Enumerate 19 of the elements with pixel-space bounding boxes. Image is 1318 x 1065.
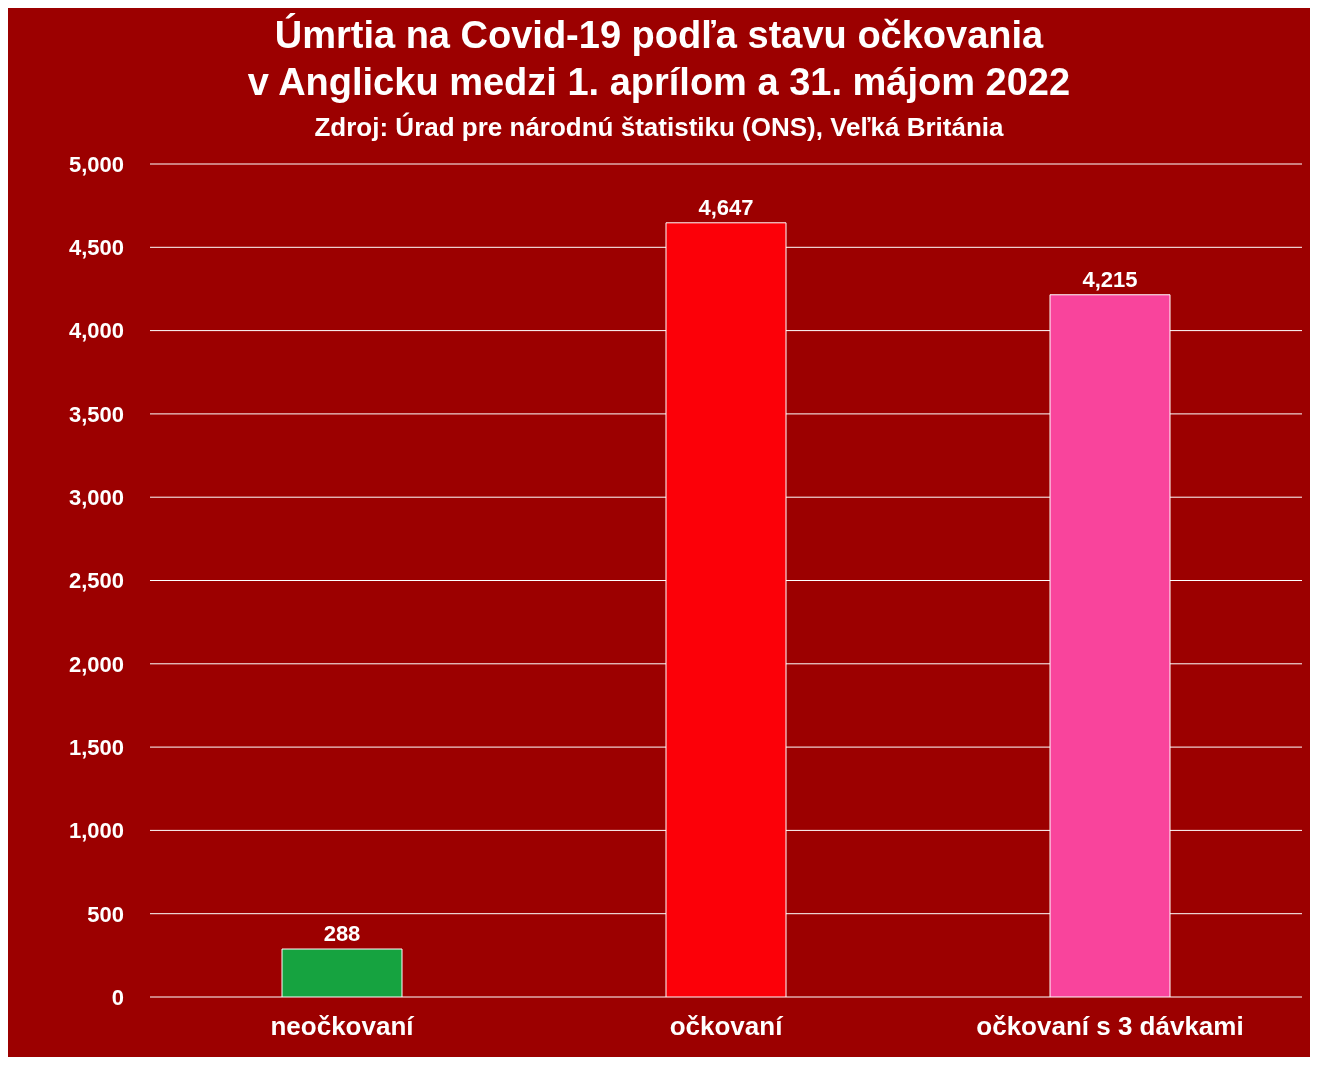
y-tick-label: 4,500 [68,235,124,261]
y-tick-label: 2,500 [68,568,124,594]
data-label: 288 [323,921,361,947]
y-tick-label: 3,500 [68,401,124,427]
y-tick-label: 2,000 [68,651,124,677]
y-tick-label: 5,000 [68,151,124,177]
x-tick-label: očkovaní s 3 dávkami [976,1011,1244,1042]
y-tick-label: 500 [87,901,124,927]
data-label: 4,215 [1082,266,1138,292]
x-tick-label: neočkovaní [270,1011,415,1042]
x-tick-label: očkovaní [669,1011,784,1042]
chart-subtitle: Zdroj: Úrad pre národnú štatistiku (ONS), Veľká Británia [313,112,1005,143]
chart-title: Úmrtia na Covid-19 podľa stavu očkovania v Anglicku medzi 1. aprílom a 31. májom 2022 [246,12,1072,105]
y-tick-label: 3,000 [68,485,124,511]
data-label: 4,647 [698,194,754,220]
y-tick-label: 1,500 [68,734,124,760]
y-tick-label: 1,000 [68,818,124,844]
y-tick-label: 4,000 [68,318,124,344]
y-tick-label: 0 [111,984,124,1010]
